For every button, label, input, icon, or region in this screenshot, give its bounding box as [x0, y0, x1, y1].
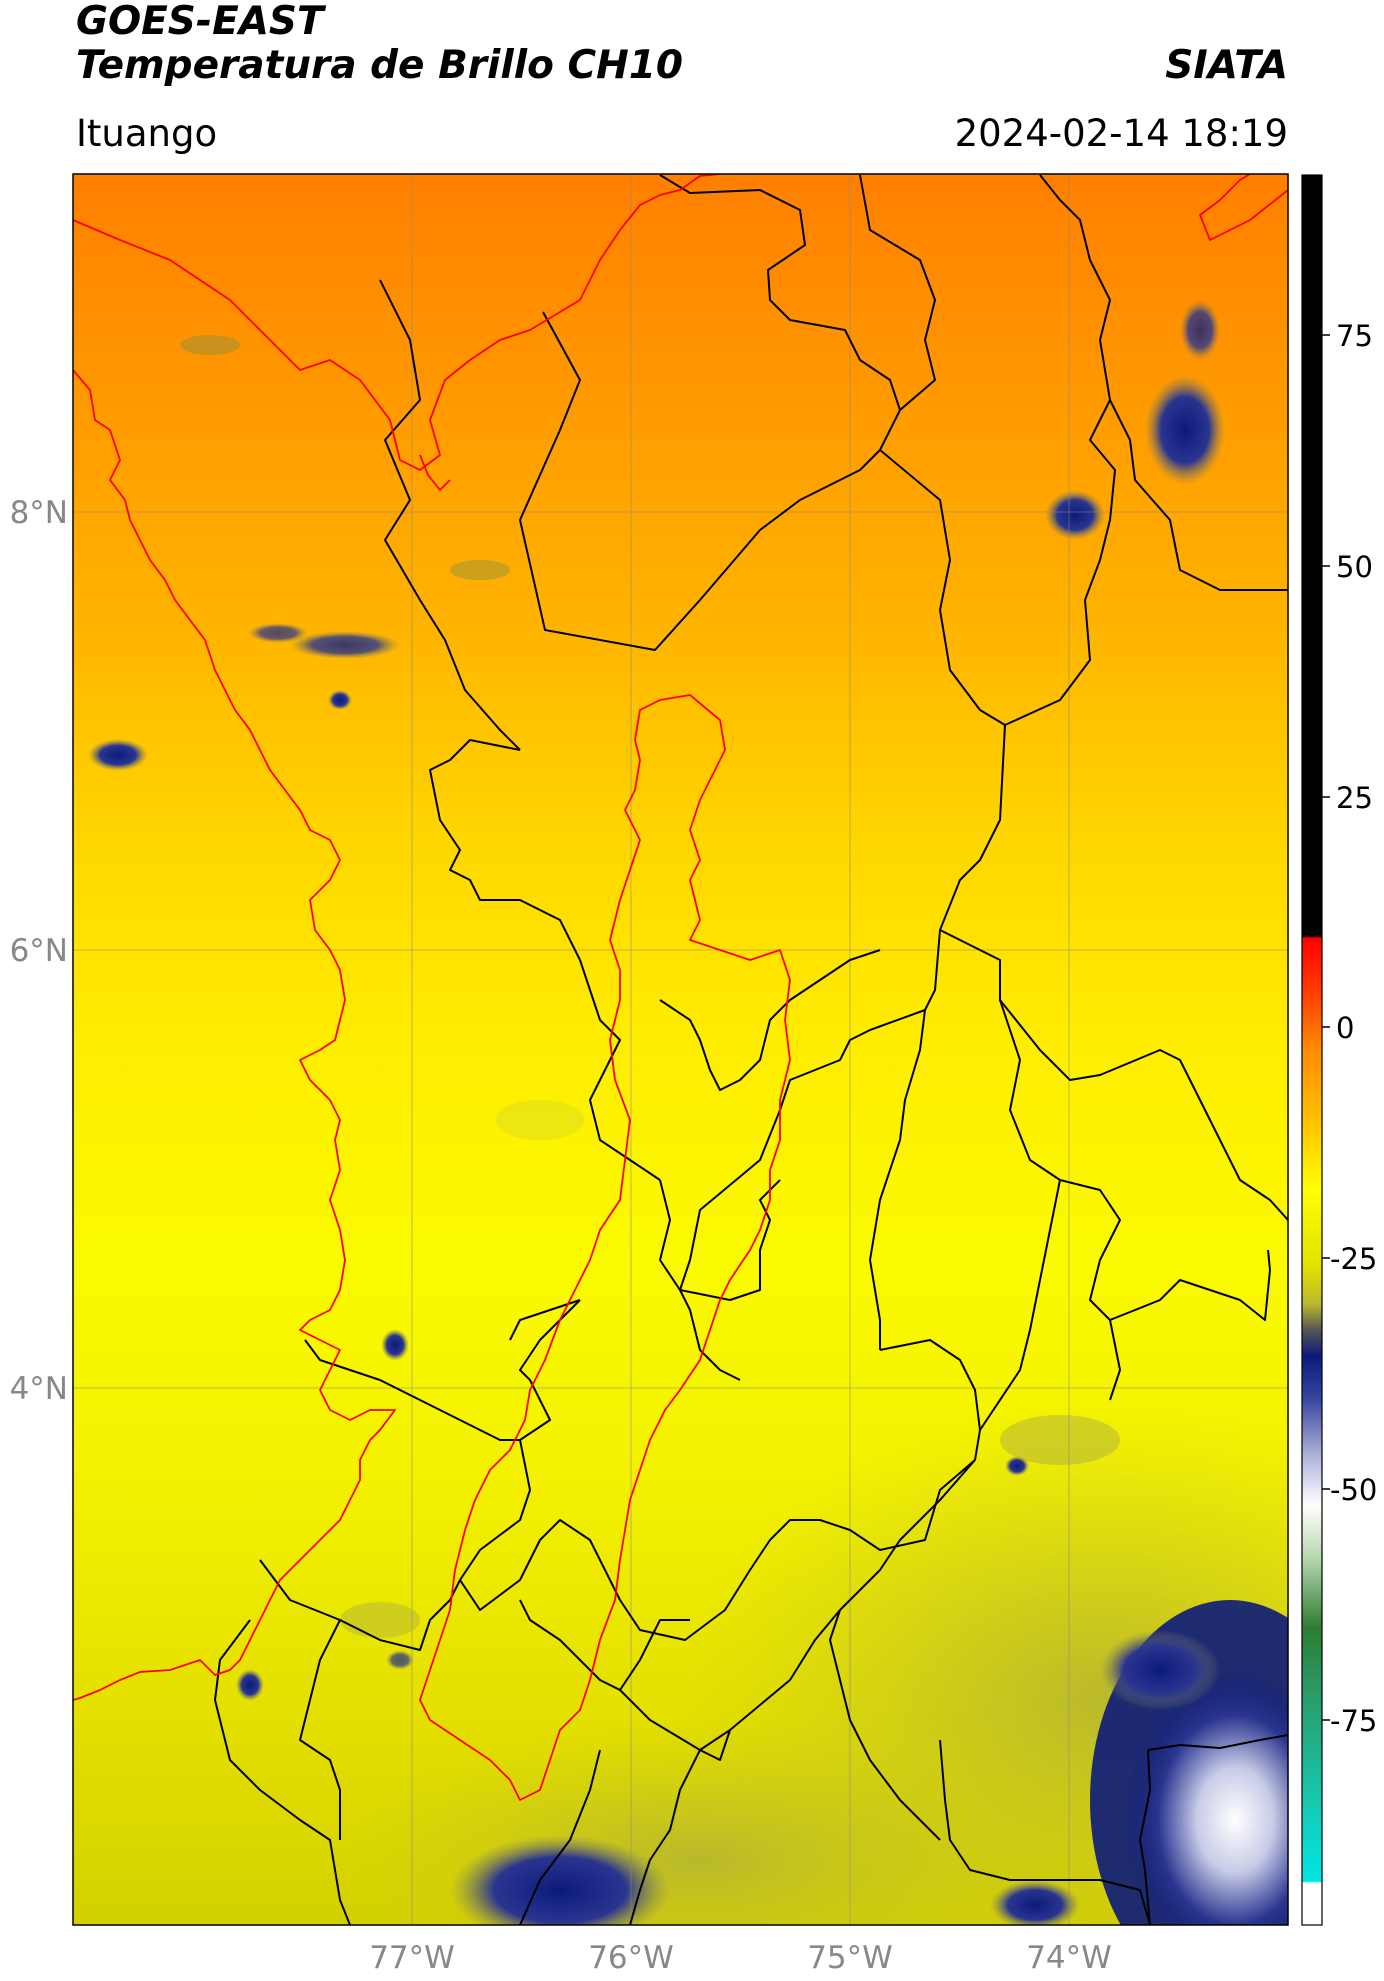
- lon-label: 74°W: [1026, 1940, 1112, 1976]
- longitude-labels: 77°W 76°W 75°W 74°W: [369, 1940, 1112, 1976]
- lat-label: 6°N: [10, 933, 68, 969]
- colorbar: 75 50 25 0 -25 -50 -75: [1301, 174, 1377, 1926]
- lon-label: 75°W: [807, 1940, 893, 1976]
- colorbar-tick: -50: [1330, 1473, 1377, 1507]
- coastline: [73, 174, 1288, 1701]
- map-frame: [72, 173, 1289, 1926]
- colorbar-tick: 0: [1336, 1011, 1354, 1045]
- colorbar-tick: -25: [1330, 1242, 1377, 1276]
- product-title: Temperatura de Brillo CH10: [76, 43, 684, 88]
- lon-label: 76°W: [588, 1940, 674, 1976]
- latitude-labels: 8°N 6°N 4°N: [10, 495, 68, 1407]
- colorbar-tick: -75: [1330, 1704, 1377, 1738]
- colorbar-tick: 25: [1336, 781, 1373, 815]
- brightness-temperature-field: [73, 174, 1288, 1925]
- antioquia-highlight: [419, 694, 791, 1801]
- brand-label: SIATA: [1165, 43, 1288, 88]
- lat-label: 8°N: [10, 495, 68, 531]
- region-label: Ituango: [76, 112, 218, 155]
- lat-label: 4°N: [10, 1371, 68, 1407]
- timestamp-label: 2024-02-14 18:19: [954, 112, 1288, 155]
- satellite-title: GOES-EAST: [76, 0, 324, 44]
- colorbar-tick: 75: [1336, 319, 1373, 353]
- department-boundaries: [214, 174, 1288, 1925]
- lon-label: 77°W: [369, 1940, 455, 1976]
- colorbar-tick: 50: [1336, 550, 1373, 584]
- colorbar-scale: [1301, 174, 1323, 1926]
